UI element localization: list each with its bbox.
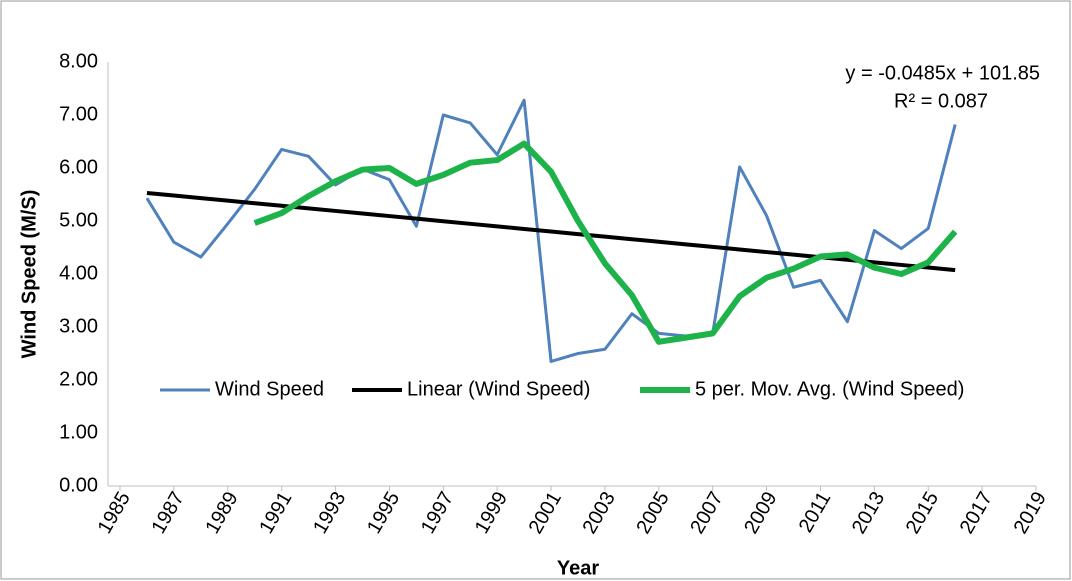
y-tick-label: 7.00 [59,103,98,125]
y-axis-title: Wind Speed (M/S) [18,190,40,359]
y-tick-label: 5.00 [59,209,98,231]
series-line [145,98,957,363]
legend-label: Linear (Wind Speed) [407,378,590,400]
annotation: y = -0.0485x + 101.85 [845,62,1040,84]
legend-label: 5 per. Mov. Avg. (Wind Speed) [695,378,964,400]
y-tick-label: 6.00 [59,156,98,178]
y-tick-label: 4.00 [59,262,98,284]
y-tick-label: 8.00 [59,50,98,72]
y-tick-label: 0.00 [59,474,98,496]
legend-label: Wind Speed [215,378,324,400]
y-tick-label: 3.00 [59,315,98,337]
y-tick-label: 1.00 [59,421,98,443]
x-axis-title: Year [557,557,599,579]
y-tick-label: 2.00 [59,368,98,390]
series-line [253,140,958,345]
annotation: R² = 0.087 [894,90,988,112]
